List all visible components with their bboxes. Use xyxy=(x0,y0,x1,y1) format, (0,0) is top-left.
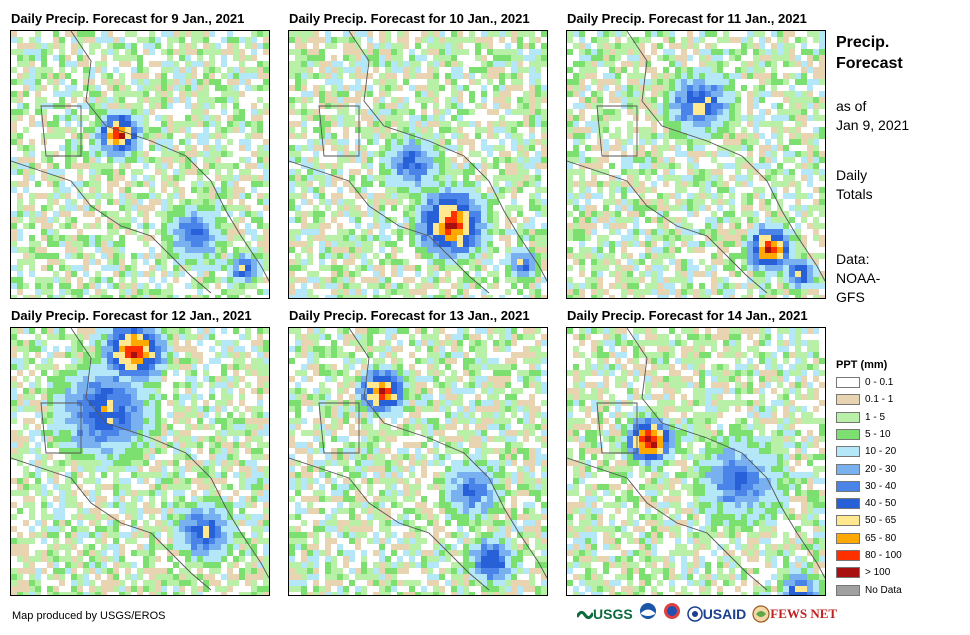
legend-swatch xyxy=(836,515,860,527)
sidebar-title-line2: Forecast xyxy=(836,55,903,72)
legend-swatch xyxy=(836,532,860,544)
legend-label: 40 - 50 xyxy=(865,498,897,510)
legend-swatch xyxy=(836,377,860,388)
noaa-logo-icon xyxy=(639,602,657,625)
agency-logos: USGS USAID FEWS NET xyxy=(577,602,837,625)
panel-title-3: Daily Precip. Forecast for 11 Jan., 2021 xyxy=(567,11,807,26)
legend-label: No Data xyxy=(865,584,902,596)
daily-totals-text: Daily Totals xyxy=(836,166,873,204)
map-panel-5 xyxy=(288,327,548,596)
usgs-logo-text: USGS xyxy=(593,605,633,622)
nasa-logo-icon xyxy=(663,602,681,625)
panel-title-4: Daily Precip. Forecast for 12 Jan., 2021 xyxy=(11,308,252,323)
legend-item: 30 - 40 xyxy=(836,480,896,493)
panel-title-1: Daily Precip. Forecast for 9 Jan., 2021 xyxy=(11,11,245,26)
map-credit: Map produced by USGS/EROS xyxy=(12,610,166,622)
legend-label: 5 - 10 xyxy=(865,428,891,440)
legend-swatch xyxy=(836,411,860,423)
as-of-text: as of Jan 9, 2021 xyxy=(836,97,909,135)
map-panel-3 xyxy=(566,30,826,299)
legend-item: 40 - 50 xyxy=(836,497,896,510)
legend-swatch xyxy=(836,550,860,561)
panel-title-5: Daily Precip. Forecast for 13 Jan., 2021 xyxy=(289,308,530,323)
legend-label: 10 - 20 xyxy=(865,446,897,458)
data-source-line2: NOAA- xyxy=(836,270,881,286)
legend-label: 80 - 100 xyxy=(865,550,902,561)
map-4-svg xyxy=(11,328,269,595)
legend-swatch xyxy=(836,394,860,406)
panel-title-2: Daily Precip. Forecast for 10 Jan., 2021 xyxy=(289,11,530,26)
legend-item: No Data xyxy=(836,584,902,597)
legend-label: 0 - 0.1 xyxy=(865,377,894,388)
data-source-line3: GFS xyxy=(836,289,865,305)
sidebar-title: Precip. Forecast xyxy=(836,32,903,74)
sidebar-title-line1: Precip. xyxy=(836,34,890,51)
daily-totals-line1: Daily xyxy=(836,167,868,183)
legend-item: 5 - 10 xyxy=(836,428,891,441)
legend-swatch xyxy=(836,498,860,510)
map-1-svg xyxy=(11,31,269,298)
daily-totals-line2: Totals xyxy=(836,186,873,202)
usgs-logo: USGS xyxy=(577,606,633,622)
usgs-mark-icon xyxy=(577,610,593,619)
legend-swatch xyxy=(836,567,860,579)
usaid-logo: USAID xyxy=(686,605,747,622)
legend-swatch xyxy=(836,446,860,458)
legend-item: > 100 xyxy=(836,566,890,579)
as-of-date: Jan 9, 2021 xyxy=(836,117,910,133)
map-5-svg xyxy=(289,328,547,595)
usaid-seal-icon xyxy=(686,605,703,622)
map-panel-6 xyxy=(566,327,826,596)
legend-label: 65 - 80 xyxy=(865,532,897,544)
legend-label: 0.1 - 1 xyxy=(865,394,894,406)
panel-title-6: Daily Precip. Forecast for 14 Jan., 2021 xyxy=(567,308,808,323)
map-3-svg xyxy=(567,31,825,298)
legend-item: 1 - 5 xyxy=(836,411,885,424)
map-panel-4 xyxy=(10,327,270,596)
map-panel-2 xyxy=(288,30,548,299)
legend-swatch xyxy=(836,584,860,596)
data-source-text: Data: NOAA- GFS xyxy=(836,250,880,307)
usaid-logo-text: USAID xyxy=(702,605,747,622)
fewsnet-logo: FEWS NET xyxy=(752,604,838,623)
fewsnet-logo-text: FEWS NET xyxy=(770,605,838,621)
map-2-svg xyxy=(289,31,547,298)
legend-label: 30 - 40 xyxy=(865,480,897,492)
legend-label: 20 - 30 xyxy=(865,463,897,475)
as-of-line1: as of xyxy=(836,98,867,114)
fewsnet-globe-icon xyxy=(752,604,770,623)
map-panel-1 xyxy=(10,30,270,299)
map-6-svg xyxy=(567,328,825,595)
legend-item: 80 - 100 xyxy=(836,549,902,562)
legend-swatch xyxy=(836,463,860,475)
legend-item: 20 - 30 xyxy=(836,463,896,476)
legend-swatch xyxy=(836,428,860,440)
legend-item: 65 - 80 xyxy=(836,532,896,545)
legend-swatch xyxy=(836,480,860,492)
legend-label: > 100 xyxy=(865,567,891,579)
legend-item: 10 - 20 xyxy=(836,445,896,458)
legend-item: 0 - 0.1 xyxy=(836,376,893,389)
legend-label: 1 - 5 xyxy=(865,411,886,423)
legend-item: 50 - 65 xyxy=(836,514,896,527)
legend-title: PPT (mm) xyxy=(836,359,888,371)
data-source-line1: Data: xyxy=(836,251,870,267)
legend-item: 0.1 - 1 xyxy=(836,393,893,406)
legend-label: 50 - 65 xyxy=(865,515,897,527)
